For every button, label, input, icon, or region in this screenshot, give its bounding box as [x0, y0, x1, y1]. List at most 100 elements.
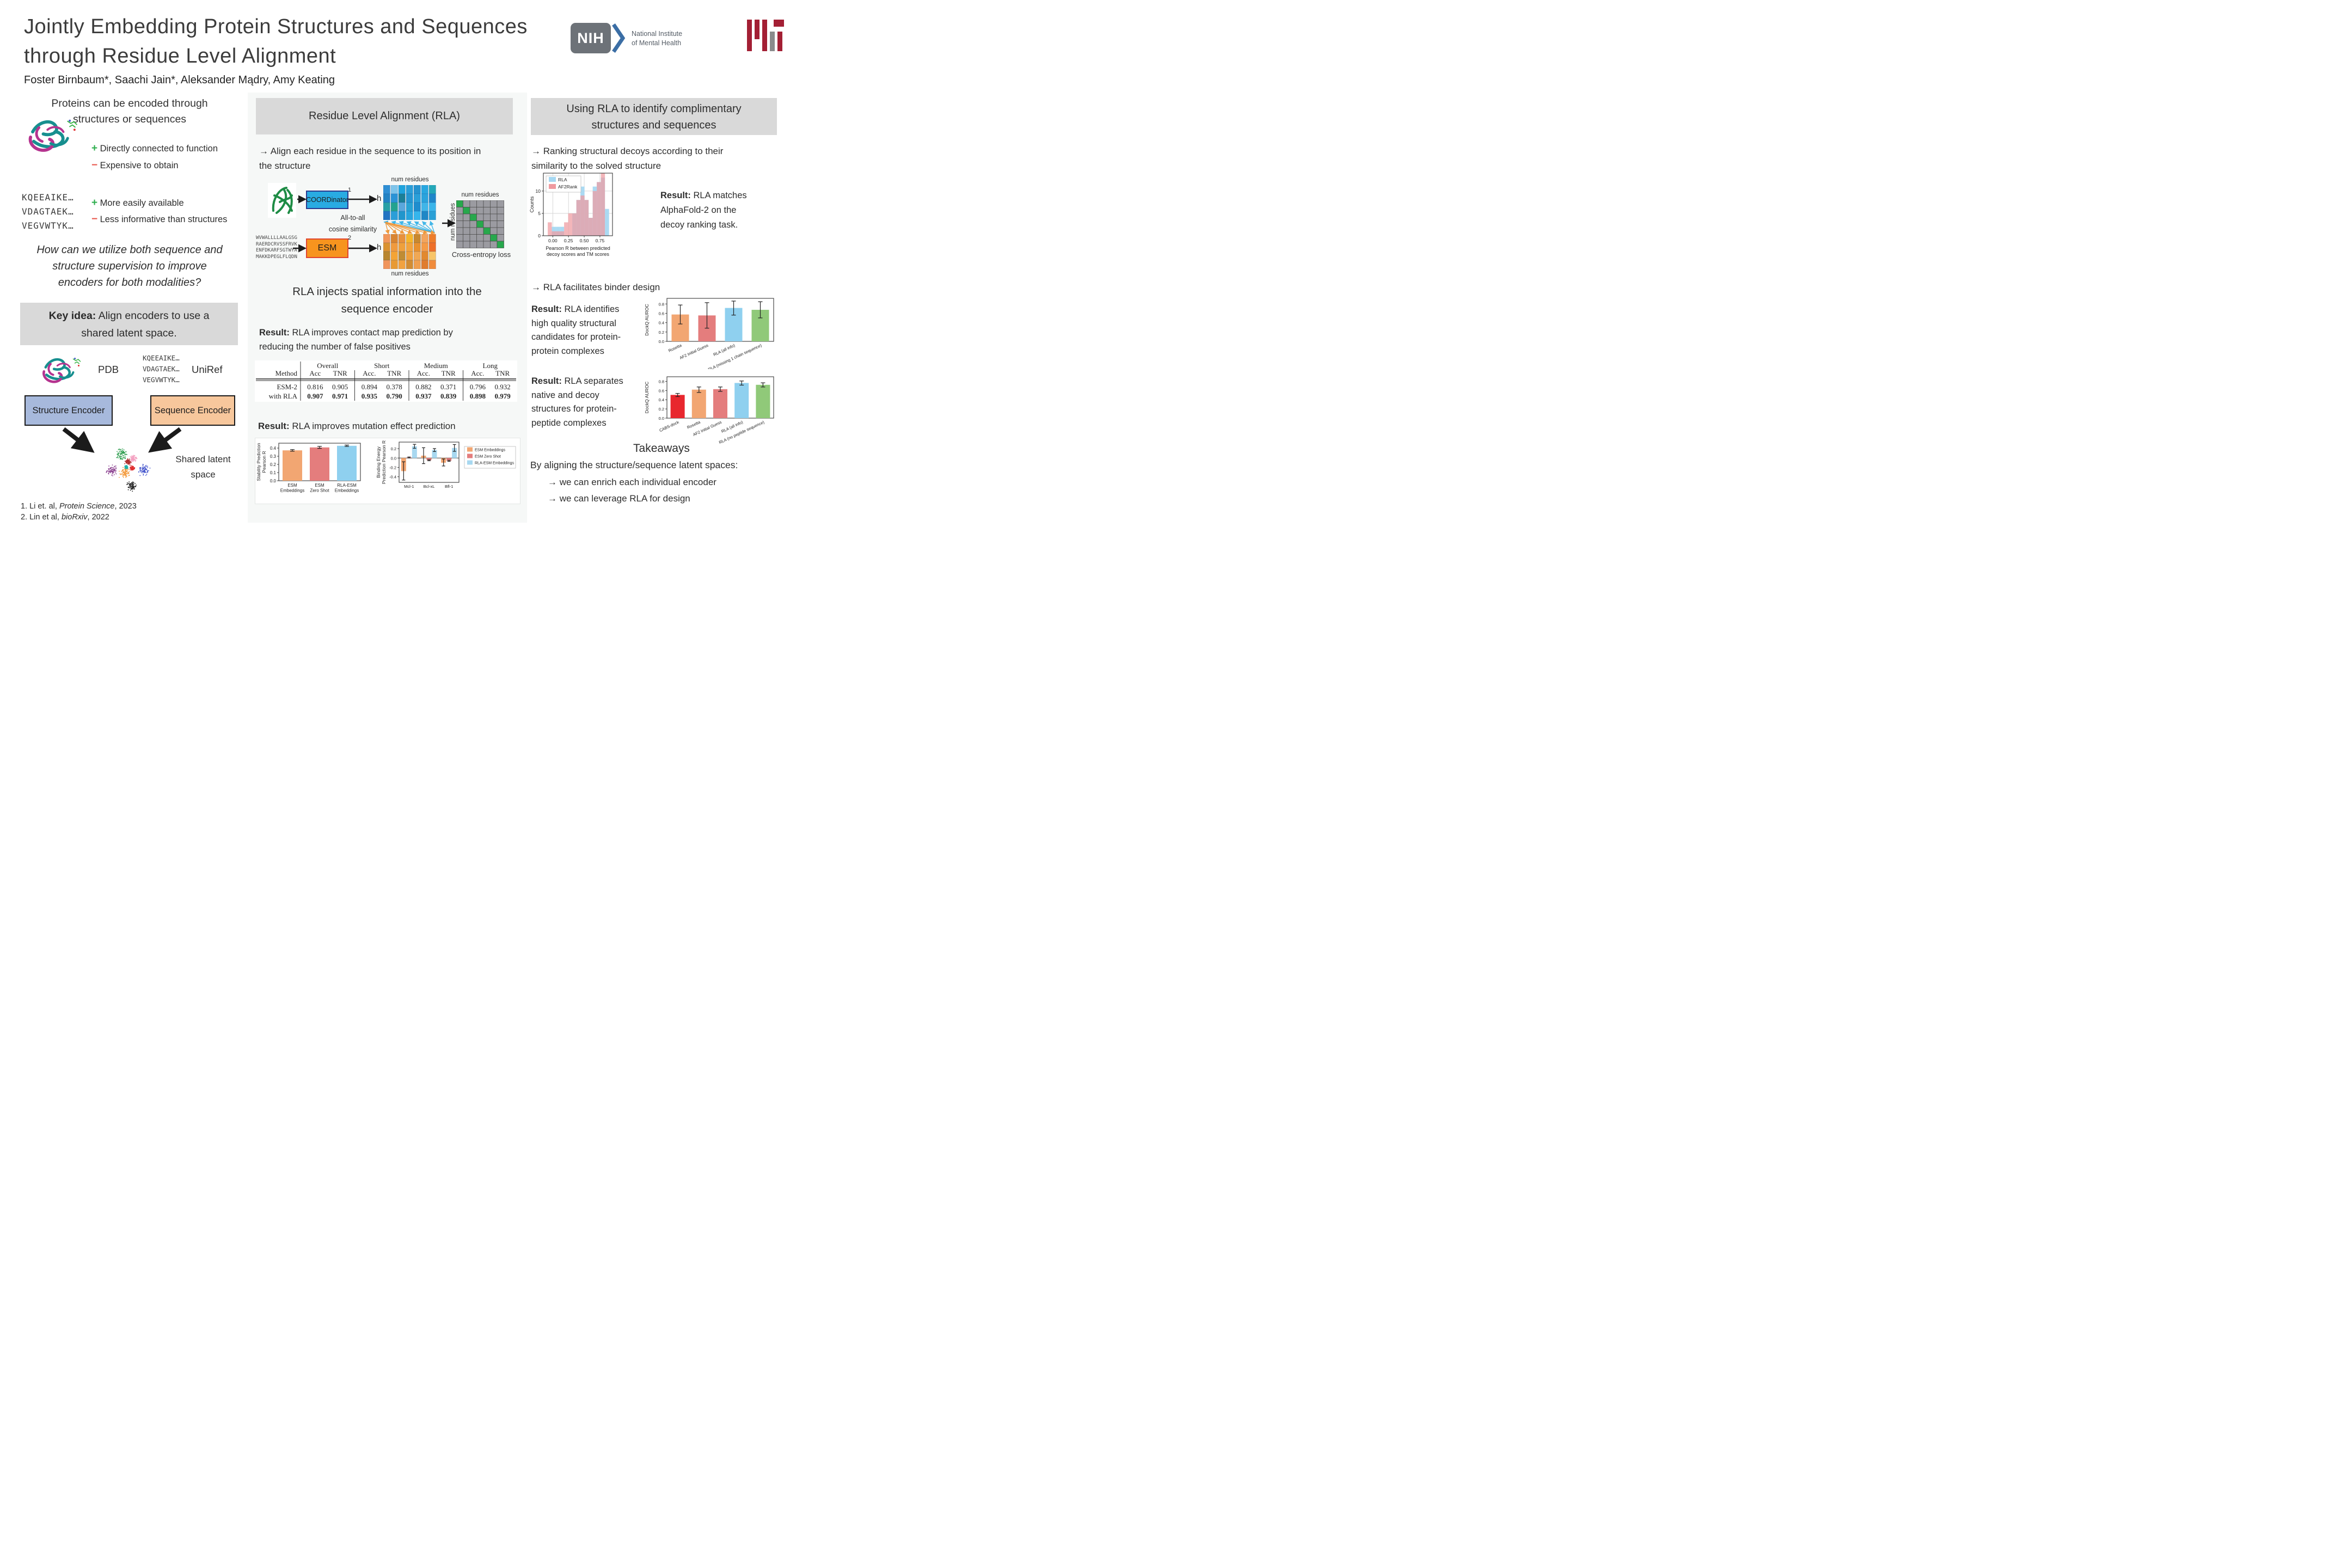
svg-text:0.907: 0.907 [307, 392, 323, 400]
left-section-title: Proteins can be encoded through structur… [51, 97, 208, 125]
svg-text:0.979: 0.979 [495, 392, 511, 400]
svg-text:5: 5 [538, 211, 541, 216]
svg-text:Counts: Counts [530, 196, 535, 212]
svg-text:TNR: TNR [387, 369, 401, 377]
svg-text:0.0: 0.0 [391, 456, 396, 461]
pdb-label: PDB [98, 364, 119, 375]
esm-box: ESM [306, 238, 348, 258]
svg-text:0.2: 0.2 [659, 407, 664, 412]
nih-logo: NIH National Institute of Mental Health [571, 23, 750, 57]
footnote-1: 1. Li et. al, Protein Science, 2023 [21, 502, 137, 511]
num-residues-bottom-label: num residues [391, 271, 429, 277]
svg-text:0.935: 0.935 [362, 392, 378, 400]
svg-text:0.371: 0.371 [440, 383, 456, 391]
coordinator-superscript: 1 [348, 187, 352, 193]
takeaway-1: → we can enrich each individual encoder [548, 477, 716, 487]
svg-text:RLA: RLA [558, 177, 567, 182]
plus-icon: + [91, 197, 98, 209]
svg-text:CABS-dock: CABS-dock [659, 420, 680, 433]
encoder-arrows-icon [62, 427, 182, 453]
decoy-ranking-histogram: 0 5 10 0.00 0.25 0.50 0.75 Counts Pearson R betw… [529, 168, 629, 260]
sequence-pro-bullet: + More easily available [91, 197, 184, 209]
right-result-2: Result: RLA identifies high quality stru… [531, 304, 621, 356]
structure-pro-bullet: + Directly connected to function [91, 143, 218, 154]
uniref-label: UniRef [192, 364, 223, 375]
protein-peptide-dockq-chart: 0.0 0.2 0.4 0.6 0.8 DockQ AUROC CABS-dock Roset… [644, 372, 784, 449]
h-label-sequence: h [377, 243, 382, 252]
middle-bullet-1: → Align each residue in the sequence to … [259, 146, 481, 171]
svg-text:Acc.: Acc. [471, 369, 484, 377]
protein-structure-image [20, 116, 85, 155]
svg-text:0.6: 0.6 [659, 311, 664, 316]
svg-text:Binding Energy: Binding Energy [376, 446, 381, 477]
svg-text:Acc.: Acc. [417, 369, 430, 377]
diagram-arrows-icon [293, 195, 456, 253]
svg-text:10: 10 [536, 188, 541, 194]
svg-text:Prediction Pearson R: Prediction Pearson R [381, 440, 387, 484]
sequence-text-block: KQEEAIKE… VDAGTAEK… VEGVWTYK… [22, 192, 74, 231]
middle-panel-title: Residue Level Alignment (RLA) [256, 98, 513, 134]
protein-protein-dockq-chart: 0.0 0.2 0.4 0.6 0.8 DockQ AUROC Rosetta AF2 Ini… [644, 294, 784, 372]
takeaways-intro: By aligning the structure/sequence laten… [530, 460, 738, 470]
svg-text:0.25: 0.25 [564, 238, 573, 243]
svg-text:0.3: 0.3 [270, 454, 277, 459]
latent-space-scatter [101, 442, 160, 499]
svg-text:0.937: 0.937 [415, 392, 432, 400]
svg-text:0.75: 0.75 [596, 238, 605, 243]
svg-text:0.8: 0.8 [659, 302, 664, 307]
svg-text:0.932: 0.932 [495, 383, 511, 391]
svg-text:Medium: Medium [424, 362, 448, 370]
svg-text:ESM-2: ESM-2 [277, 383, 297, 391]
svg-text:Method: Method [275, 369, 298, 377]
shared-latent-label: Shared latent space [175, 454, 231, 480]
svg-text:ESM: ESM [287, 483, 297, 488]
svg-text:Zero Shot: Zero Shot [310, 488, 329, 493]
mit-logo-icon [747, 20, 784, 51]
svg-text:Embeddings: Embeddings [280, 488, 304, 493]
svg-text:RLA (all info): RLA (all info) [713, 342, 736, 357]
svg-text:Rosetta: Rosetta [667, 342, 683, 353]
svg-text:AF2 Initial Guess: AF2 Initial Guess [679, 343, 709, 360]
svg-text:0.8: 0.8 [659, 379, 664, 384]
svg-text:Acc.: Acc. [363, 369, 376, 377]
sequence-con-bullet: − Less informative than structures [91, 213, 228, 225]
svg-text:RLA-ESM: RLA-ESM [337, 483, 357, 488]
research-question: How can we utilize both sequence and str… [36, 244, 223, 289]
svg-text:0.00: 0.00 [548, 238, 558, 243]
svg-text:TNR: TNR [333, 369, 347, 377]
svg-text:0.898: 0.898 [470, 392, 486, 400]
structure-embedding-matrix [383, 185, 437, 223]
svg-text:0.2: 0.2 [270, 462, 277, 467]
authors: Foster Birnbaum*, Saachi Jain*, Aleksand… [24, 74, 335, 86]
nih-chevron-icon [612, 23, 626, 53]
plus-icon: + [91, 143, 98, 154]
svg-text:DockQ AUROC: DockQ AUROC [644, 304, 650, 336]
svg-text:0.894: 0.894 [362, 383, 378, 391]
coordinator-box: COORDinator [306, 191, 348, 209]
svg-text:ESM Zero Shot: ESM Zero Shot [475, 455, 501, 459]
right-panel-title: Using RLA to identify complimentary stru… [531, 98, 777, 135]
svg-text:TNR: TNR [495, 369, 510, 377]
svg-text:Bfl-1: Bfl-1 [445, 484, 453, 489]
svg-text:0.1: 0.1 [270, 470, 277, 475]
svg-text:Rosetta: Rosetta [686, 419, 701, 430]
svg-text:DockQ AUROC: DockQ AUROC [644, 382, 650, 414]
svg-text:Stability Prediction: Stability Prediction [256, 443, 261, 481]
svg-text:Pearson R between predicted: Pearson R between predicted [546, 246, 610, 251]
contact-map-table: Overall Short Medium Long Acc TNR Acc. TNR Acc. T… [255, 360, 517, 402]
sequence-embedding-matrix [383, 234, 437, 272]
svg-text:0.816: 0.816 [307, 383, 323, 391]
nih-name: National Institute of Mental Health [632, 30, 683, 47]
middle-result-1: Result: RLA improves contact map predict… [259, 328, 453, 352]
svg-text:decoy scores and TM scores: decoy scores and TM scores [547, 252, 609, 257]
svg-text:with RLA: with RLA [269, 392, 298, 400]
svg-text:0.882: 0.882 [415, 383, 431, 391]
svg-text:Mcl-1: Mcl-1 [404, 484, 414, 489]
svg-text:0.796: 0.796 [470, 383, 486, 391]
right-result-3: Result: RLA separates native and decoy s… [531, 376, 623, 428]
svg-text:TNR: TNR [442, 369, 456, 377]
svg-text:0.971: 0.971 [332, 392, 348, 400]
svg-text:0.790: 0.790 [387, 392, 402, 400]
svg-text:0.2: 0.2 [391, 446, 396, 451]
svg-text:Bcl-xL: Bcl-xL [424, 484, 435, 489]
